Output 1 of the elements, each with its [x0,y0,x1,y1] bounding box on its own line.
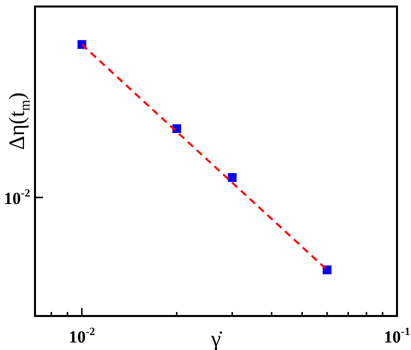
y-axis-title: Δη(tm) [4,92,34,150]
